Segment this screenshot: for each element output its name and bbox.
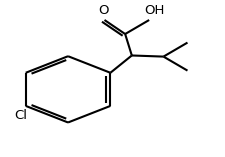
- Text: O: O: [98, 4, 109, 17]
- Text: Cl: Cl: [14, 109, 27, 122]
- Text: OH: OH: [144, 4, 164, 17]
